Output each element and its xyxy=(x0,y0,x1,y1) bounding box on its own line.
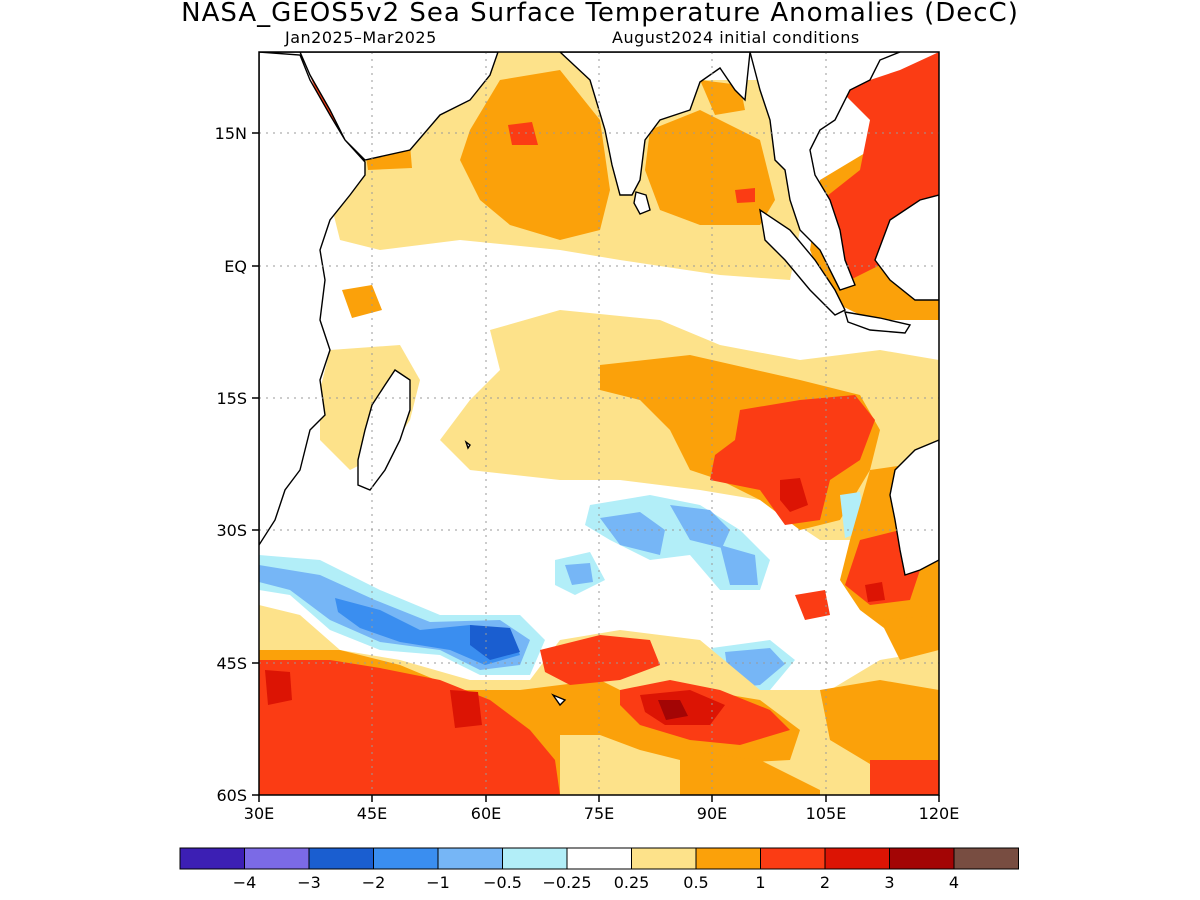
lon-label: 120E xyxy=(919,804,960,823)
anomaly-region xyxy=(470,625,520,660)
colorbar-label: 0.25 xyxy=(614,873,650,892)
landmass-sri-lanka xyxy=(633,191,651,215)
anomaly-region xyxy=(600,512,665,555)
longitude-labels: 30E 45E 60E 75E 90E 105E 120E xyxy=(244,804,960,823)
initial-conditions: August2024 initial conditions xyxy=(612,28,860,47)
anomaly-region xyxy=(710,395,875,525)
colorbar-swatch xyxy=(502,847,568,870)
colorbar-swatch xyxy=(244,847,310,870)
lon-label: 105E xyxy=(806,804,847,823)
landmass-borneo xyxy=(874,194,939,301)
anomaly-region xyxy=(259,660,560,795)
lon-label: 45E xyxy=(357,804,387,823)
anomaly-region xyxy=(450,690,482,728)
colorbar-swatch xyxy=(695,847,761,870)
landmass-kerguelen xyxy=(551,693,567,707)
landmass-india xyxy=(558,52,751,196)
anomaly-region xyxy=(460,70,610,240)
anomaly-region xyxy=(342,285,382,318)
anomaly-region xyxy=(658,700,688,720)
colorbar-swatch xyxy=(308,847,374,870)
anomaly-region xyxy=(335,598,520,665)
lat-label: 60S xyxy=(216,786,247,805)
colorbar-swatch xyxy=(373,847,439,870)
colorbar-swatch xyxy=(437,847,503,870)
anomaly-region xyxy=(865,582,885,602)
landmass-australia xyxy=(889,439,939,576)
colorbar-label: 2 xyxy=(820,873,830,892)
anomaly-region xyxy=(780,478,808,512)
anomaly-region xyxy=(565,563,593,585)
gridlines xyxy=(259,52,939,795)
colorbar-swatch xyxy=(889,847,955,870)
landmass-madagascar xyxy=(357,369,411,491)
lon-label: 75E xyxy=(584,804,614,823)
anomaly-region xyxy=(870,760,939,795)
lat-label: 45S xyxy=(216,654,247,673)
anomaly-region xyxy=(820,680,939,770)
anomaly-region xyxy=(795,590,830,620)
lat-label: 15S xyxy=(216,389,247,408)
anomaly-region xyxy=(508,122,538,145)
anomaly-region xyxy=(720,545,758,585)
landmass-sumatra xyxy=(759,208,846,316)
colorbar-label: 1 xyxy=(755,873,765,892)
colorbar-swatch xyxy=(824,847,890,870)
colorbar-swatch xyxy=(760,847,826,870)
colorbar-swatch xyxy=(631,847,697,870)
colorbar-swatch xyxy=(566,847,632,870)
colorbar-label: 0.5 xyxy=(683,873,708,892)
anomaly-region xyxy=(880,615,939,660)
colorbar-label: −0.5 xyxy=(483,873,522,892)
map-title: NASA_GEOS5v2 Sea Surface Temperature Ano… xyxy=(181,0,1019,28)
colorbar-label: −2 xyxy=(362,873,386,892)
colorbar-label: −0.25 xyxy=(542,873,591,892)
lon-label: 30E xyxy=(244,804,274,823)
anomaly-region xyxy=(680,750,820,795)
colorbar-label: 4 xyxy=(949,873,959,892)
colorbar-label: −1 xyxy=(426,873,450,892)
lat-label: 15N xyxy=(215,124,247,143)
landmass-indochina xyxy=(749,52,901,291)
coastlines xyxy=(259,52,939,707)
lon-label: 90E xyxy=(697,804,727,823)
latitude-labels: 15N EQ 15S 30S 45S 60S xyxy=(215,124,247,805)
anomaly-region xyxy=(540,635,660,685)
colorbar-label: −3 xyxy=(297,873,321,892)
landmass-africa xyxy=(259,52,499,547)
lat-label: EQ xyxy=(224,257,247,276)
colorbar-swatch xyxy=(953,847,1019,870)
colorbar-swatch xyxy=(179,847,245,870)
anomaly-region xyxy=(670,505,730,548)
colorbar-label: 3 xyxy=(884,873,894,892)
forecast-period: Jan2025–Mar2025 xyxy=(285,28,437,47)
lat-label: 30S xyxy=(216,521,247,540)
landmass-mauritius xyxy=(464,440,471,450)
tick-marks xyxy=(252,132,940,802)
landmass-java xyxy=(844,311,912,334)
colorbar-label: −4 xyxy=(233,873,257,892)
anomaly-region xyxy=(265,670,292,705)
lon-label: 60E xyxy=(471,804,501,823)
colorbar: −4 −3 −2 −1 −0.5 −0.25 0.25 0.5 1 2 3 4 xyxy=(179,847,1019,892)
anomaly-region xyxy=(735,188,755,203)
